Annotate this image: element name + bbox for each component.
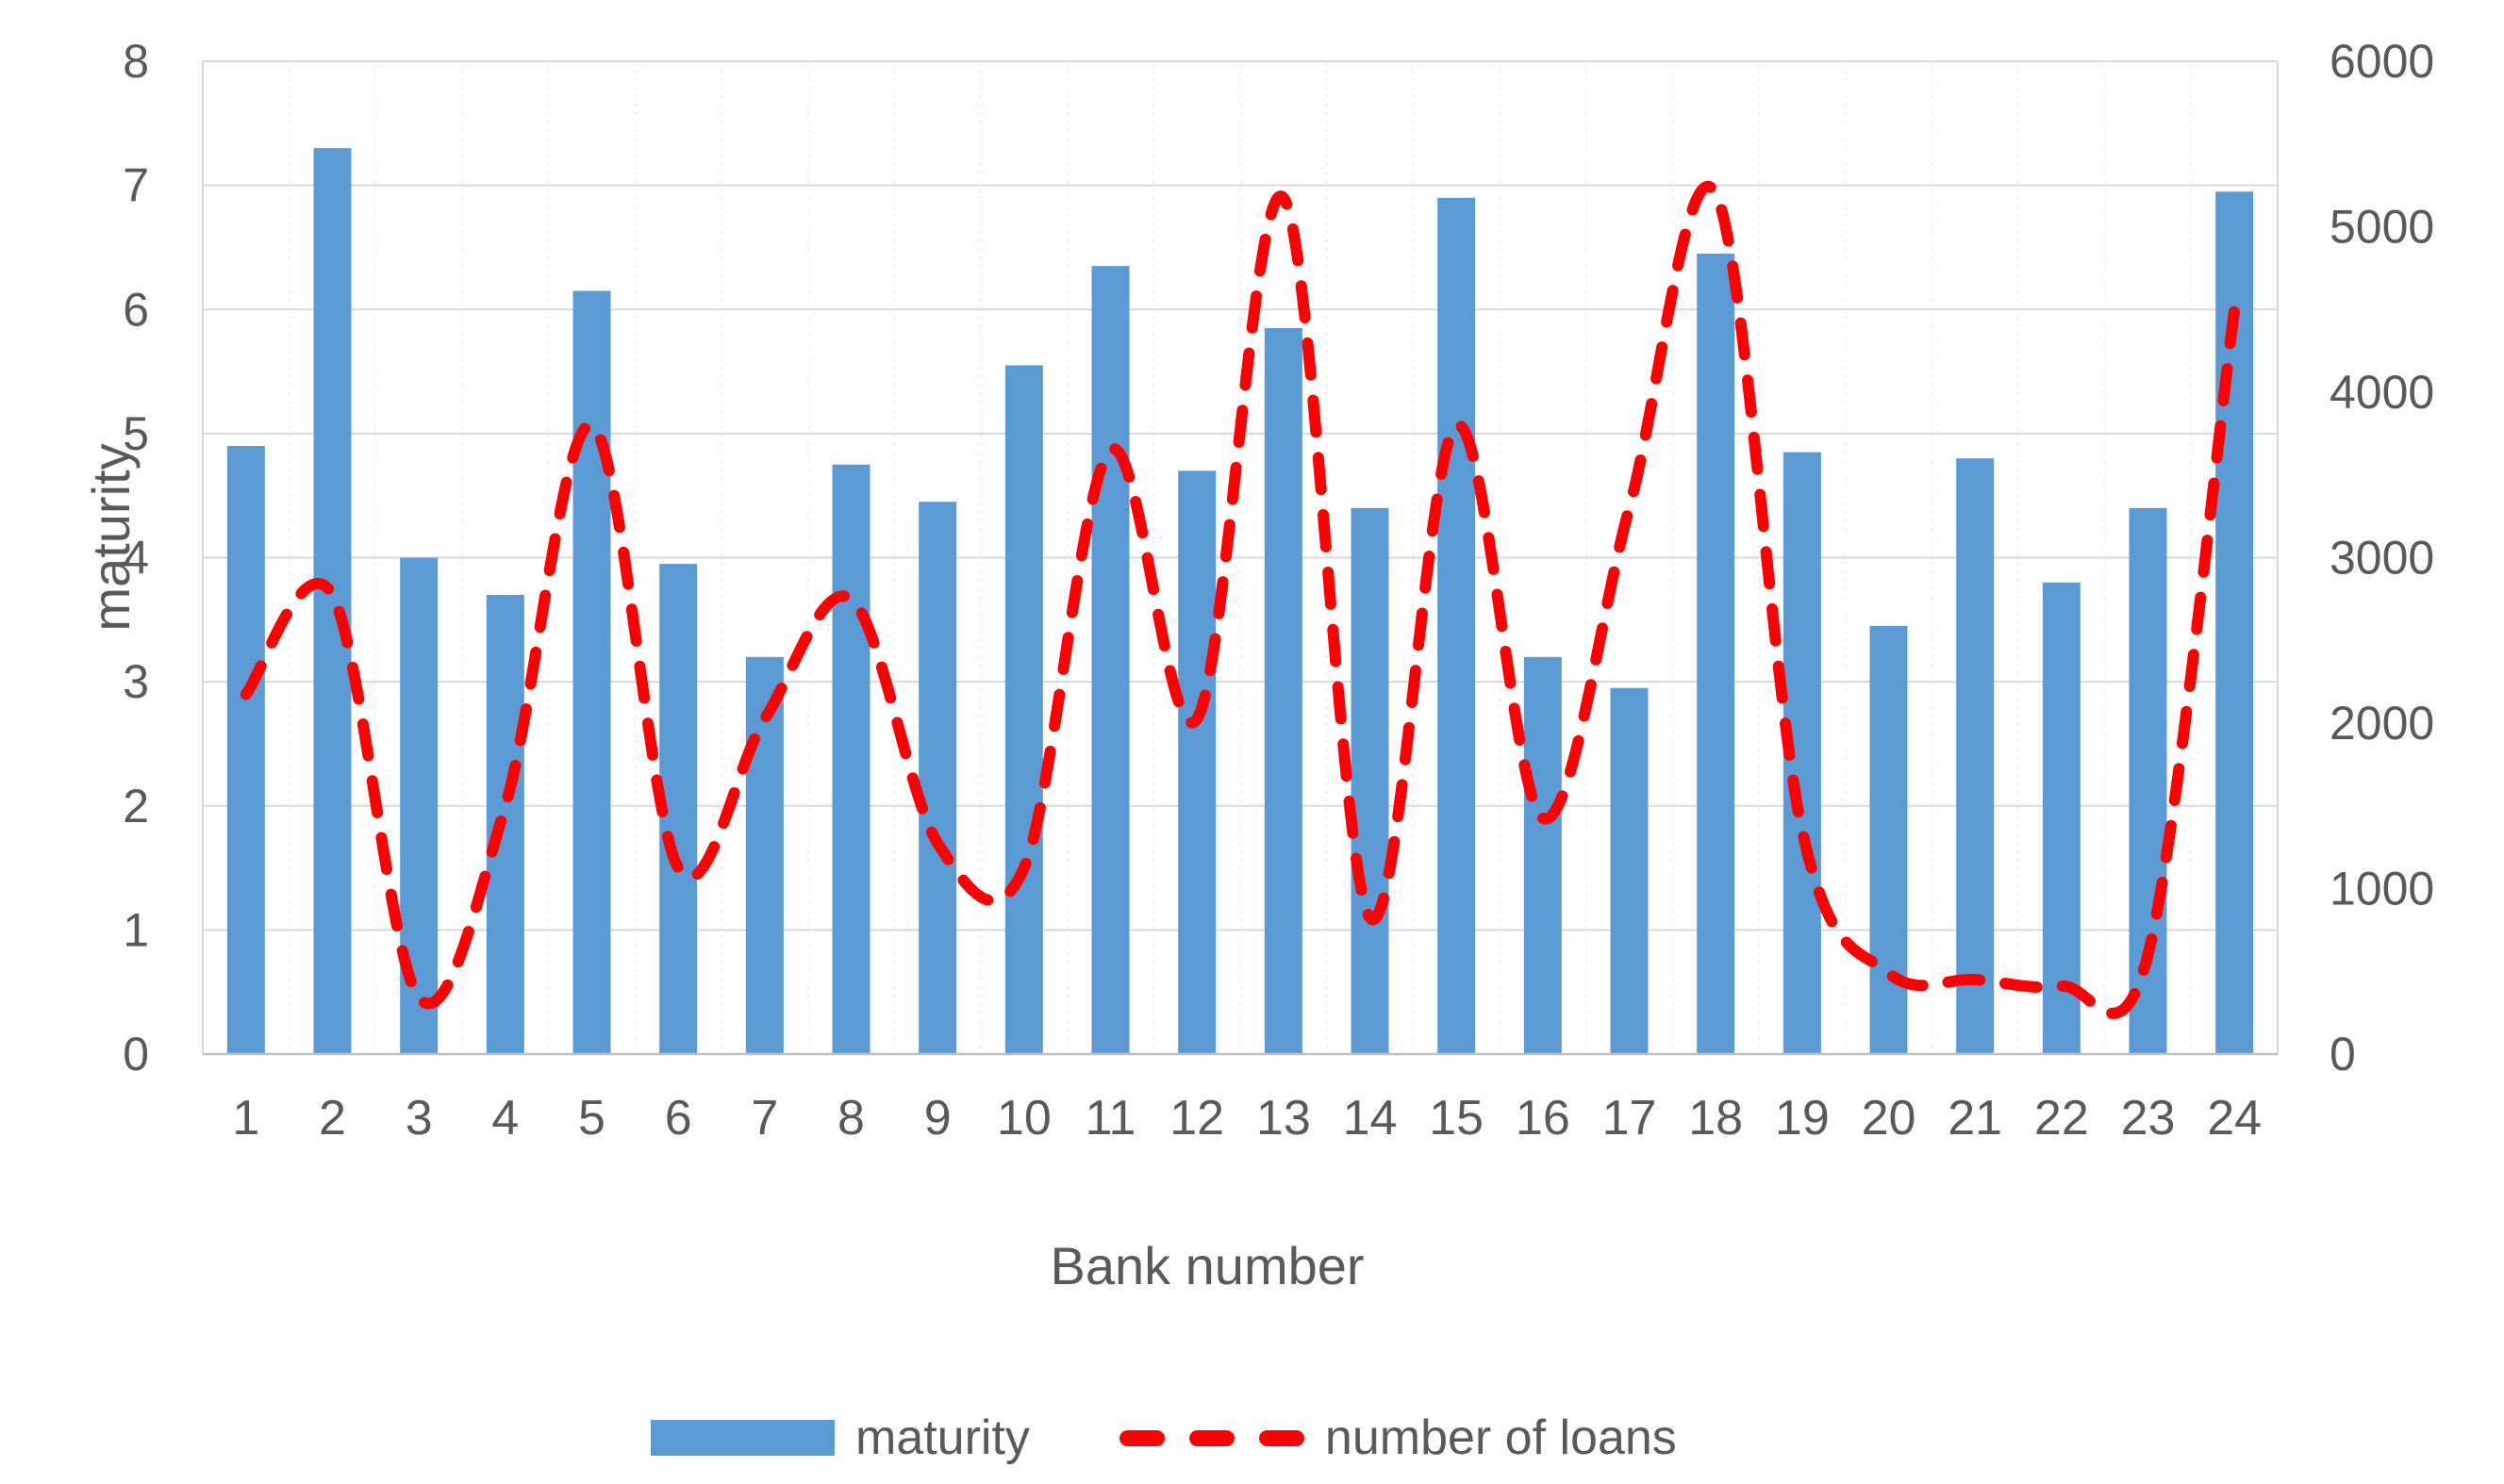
bar <box>1437 197 1476 1055</box>
bar <box>313 148 352 1054</box>
left-axis-title: maturity <box>81 443 141 632</box>
x-tick-label: 10 <box>997 1091 1052 1146</box>
left-axis-tick-label: 4 <box>123 532 149 585</box>
x-tick-label: 20 <box>1862 1091 1916 1146</box>
legend-loans-label: number of loans <box>1324 1410 1677 1465</box>
bar <box>1264 327 1302 1054</box>
x-tick-label: 9 <box>924 1091 952 1146</box>
x-tick-label: 22 <box>2034 1091 2089 1146</box>
bar <box>1869 625 1908 1054</box>
x-tick-label: 24 <box>2207 1091 2262 1146</box>
right-axis-tick-label: 4000 <box>2330 366 2434 419</box>
left-axis-tick-label: 7 <box>123 159 149 212</box>
x-tick-label: 4 <box>491 1091 519 1146</box>
bar <box>2042 582 2081 1054</box>
x-tick-label: 23 <box>2121 1091 2176 1146</box>
left-axis-tick-label: 5 <box>123 407 149 460</box>
legend-line-swatch <box>1119 1429 1304 1446</box>
bar <box>1351 507 1389 1054</box>
bar <box>1956 458 1995 1054</box>
x-tick-label: 11 <box>1086 1091 1136 1146</box>
bar <box>1697 254 1735 1054</box>
x-tick-label: 19 <box>1775 1091 1830 1146</box>
x-tick-label: 17 <box>1602 1091 1657 1146</box>
x-tick-label: 15 <box>1429 1091 1484 1146</box>
legend: maturity number of loans <box>651 1410 1677 1465</box>
bar <box>1178 470 1217 1054</box>
x-tick-label: 12 <box>1169 1091 1224 1146</box>
left-axis-tick-label: 6 <box>123 283 149 336</box>
right-axis-tick-label: 5000 <box>2330 201 2434 254</box>
x-tick-label: 18 <box>1688 1091 1743 1146</box>
x-tick-label: 7 <box>751 1091 778 1146</box>
left-axis-tick-label: 8 <box>123 35 149 88</box>
left-axis-tick-label: 2 <box>123 780 149 833</box>
x-tick-label: 6 <box>665 1091 692 1146</box>
bar <box>1523 656 1562 1054</box>
left-axis-tick-label: 3 <box>123 655 149 708</box>
bar <box>1004 365 1043 1054</box>
x-tick-label: 5 <box>578 1091 605 1146</box>
x-tick-label: 16 <box>1516 1091 1570 1146</box>
bar <box>919 502 957 1054</box>
x-tick-label: 1 <box>232 1091 259 1146</box>
x-tick-label: 2 <box>319 1091 346 1146</box>
legend-bar-swatch <box>651 1420 835 1456</box>
right-axis-tick-label: 6000 <box>2330 35 2434 88</box>
loans-line <box>240 180 2241 1019</box>
bar <box>1091 266 1130 1054</box>
right-axis-tick-label: 2000 <box>2330 697 2434 750</box>
bar <box>832 464 871 1054</box>
right-axis-tick-label: 3000 <box>2330 532 2434 585</box>
bar <box>572 290 611 1055</box>
x-tick-label: 3 <box>406 1091 433 1146</box>
x-tick-label: 8 <box>837 1091 865 1146</box>
left-axis-tick-label: 1 <box>123 903 149 956</box>
bar <box>1610 687 1649 1054</box>
bar <box>226 446 265 1055</box>
bar <box>745 656 784 1054</box>
left-axis-tick-label: 0 <box>123 1028 149 1080</box>
legend-maturity-label: maturity <box>855 1410 1030 1465</box>
right-axis-tick-label: 1000 <box>2330 863 2434 915</box>
x-tick-label: 13 <box>1256 1091 1311 1146</box>
right-axis-tick-label: 0 <box>2330 1028 2356 1080</box>
x-tick-label: 21 <box>1948 1091 2002 1146</box>
x-axis-title: Bank number <box>1050 1236 1365 1295</box>
x-tick-label: 14 <box>1343 1091 1398 1146</box>
